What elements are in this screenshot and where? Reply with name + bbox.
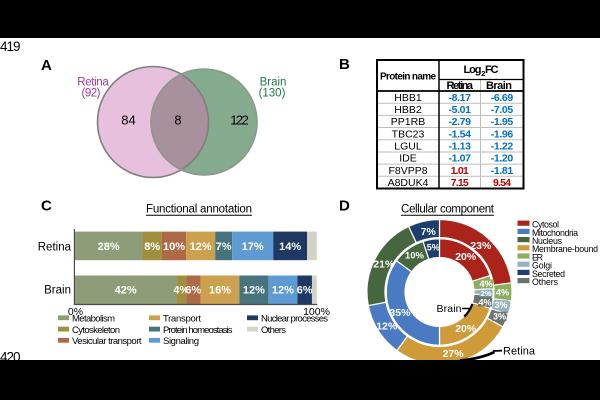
svg-text:10%: 10% (405, 251, 425, 262)
svg-text:4%: 4% (478, 297, 491, 307)
svg-text:-1.81: -1.81 (491, 165, 514, 177)
svg-text:3%: 3% (494, 300, 507, 310)
svg-text:23%: 23% (470, 240, 492, 252)
svg-text:Brain: Brain (260, 77, 287, 89)
svg-text:Retina: Retina (77, 77, 109, 89)
svg-text:6%: 6% (185, 285, 201, 297)
svg-text:(130): (130) (259, 88, 286, 100)
svg-text:8: 8 (174, 113, 181, 128)
svg-text:9.54: 9.54 (493, 177, 511, 189)
svg-text:122: 122 (230, 113, 249, 128)
svg-text:14%: 14% (279, 241, 301, 253)
svg-text:-6.69: -6.69 (491, 92, 514, 104)
svg-text:Brain: Brain (486, 80, 512, 92)
svg-text:-7.05: -7.05 (491, 104, 514, 116)
svg-text:Nuclear processes: Nuclear processes (261, 314, 328, 325)
svg-text:10%: 10% (163, 241, 185, 253)
svg-text:4%: 4% (496, 287, 509, 297)
svg-text:Cytoskeleton: Cytoskeleton (72, 325, 120, 336)
svg-text:Retina: Retina (503, 346, 536, 358)
svg-text:7%: 7% (216, 241, 232, 253)
svg-text:-5.01: -5.01 (449, 104, 472, 116)
svg-text:FC: FC (485, 64, 499, 76)
svg-text:100%: 100% (303, 306, 330, 318)
svg-text:16%: 16% (209, 285, 231, 297)
svg-text:Golgi: Golgi (532, 261, 552, 271)
svg-text:Signaling: Signaling (163, 336, 199, 347)
svg-text:B: B (339, 56, 350, 73)
svg-text:Transport: Transport (163, 314, 201, 325)
svg-text:TBC23: TBC23 (392, 128, 425, 140)
svg-text:Protein name: Protein name (380, 71, 436, 82)
svg-text:Protein homeostasis: Protein homeostasis (163, 325, 233, 336)
svg-text:Membrane-bound: Membrane-bound (532, 244, 598, 254)
svg-text:Brain: Brain (44, 285, 71, 297)
svg-text:21%: 21% (373, 258, 395, 270)
svg-text:27%: 27% (443, 348, 465, 360)
svg-text:(92): (92) (82, 88, 101, 100)
svg-text:D: D (339, 198, 350, 215)
svg-text:-1.96: -1.96 (491, 128, 514, 140)
svg-text:-1.13: -1.13 (449, 141, 472, 153)
svg-text:Retina: Retina (447, 80, 474, 92)
svg-text:20%: 20% (455, 251, 477, 263)
svg-text:HBB1: HBB1 (394, 92, 422, 104)
svg-text:-1.20: -1.20 (491, 153, 514, 165)
svg-text:8%: 8% (144, 241, 160, 253)
svg-text:12%: 12% (272, 285, 294, 297)
svg-text:Retina: Retina (38, 242, 72, 254)
svg-text:7%: 7% (421, 226, 437, 238)
svg-text:Functional annotation: Functional annotation (146, 204, 252, 216)
svg-text:PP1RB: PP1RB (391, 116, 425, 128)
svg-text:C: C (41, 198, 52, 215)
svg-text:Vesicular transport: Vesicular transport (72, 336, 142, 347)
svg-text:Secreted: Secreted (532, 269, 565, 279)
svg-text:-1.95: -1.95 (491, 116, 514, 128)
svg-text:12%: 12% (243, 285, 265, 297)
svg-text:7.15: 7.15 (451, 177, 469, 189)
svg-text:0%: 0% (68, 306, 83, 318)
svg-text:4%: 4% (479, 279, 492, 289)
svg-text:Mitochondria: Mitochondria (532, 228, 578, 238)
svg-text:Log: Log (464, 64, 482, 76)
svg-text:84: 84 (121, 113, 135, 128)
svg-text:17%: 17% (242, 241, 264, 253)
svg-text:12%: 12% (376, 320, 398, 332)
svg-text:-1.07: -1.07 (449, 153, 472, 165)
svg-text:IDE: IDE (399, 153, 417, 165)
svg-text:35%: 35% (389, 307, 411, 319)
svg-text:5%: 5% (427, 243, 440, 253)
svg-text:Brain: Brain (437, 303, 462, 315)
svg-text:42%: 42% (115, 285, 137, 297)
svg-text:Others: Others (532, 277, 559, 287)
svg-text:419: 419 (0, 39, 21, 54)
svg-text:HBB2: HBB2 (394, 104, 422, 116)
svg-text:12%: 12% (190, 241, 212, 253)
svg-text:-1.54: -1.54 (449, 128, 472, 140)
svg-text:6%: 6% (297, 285, 313, 297)
svg-text:4%: 4% (173, 285, 189, 297)
svg-text:ER: ER (532, 252, 543, 262)
svg-text:A: A (41, 57, 52, 74)
svg-text:A8DUK4: A8DUK4 (388, 177, 429, 189)
svg-text:F8VPP8: F8VPP8 (388, 165, 427, 177)
svg-text:Others: Others (261, 325, 286, 336)
svg-text:-1.22: -1.22 (491, 141, 514, 153)
svg-text:28%: 28% (98, 241, 120, 253)
svg-text:LGUL: LGUL (394, 141, 422, 153)
svg-text:20%: 20% (455, 323, 477, 335)
svg-text:2: 2 (481, 69, 485, 78)
svg-text:Nucleus: Nucleus (532, 236, 563, 246)
svg-text:1.01: 1.01 (451, 165, 469, 177)
svg-text:-8.17: -8.17 (449, 92, 472, 104)
svg-text:Cytosol: Cytosol (532, 220, 559, 230)
svg-text:2%: 2% (481, 289, 492, 298)
svg-text:-2.79: -2.79 (449, 116, 472, 128)
svg-text:3%: 3% (493, 312, 506, 322)
svg-text:Cellular component: Cellular component (401, 204, 495, 216)
svg-text:Metabolism: Metabolism (72, 314, 115, 325)
